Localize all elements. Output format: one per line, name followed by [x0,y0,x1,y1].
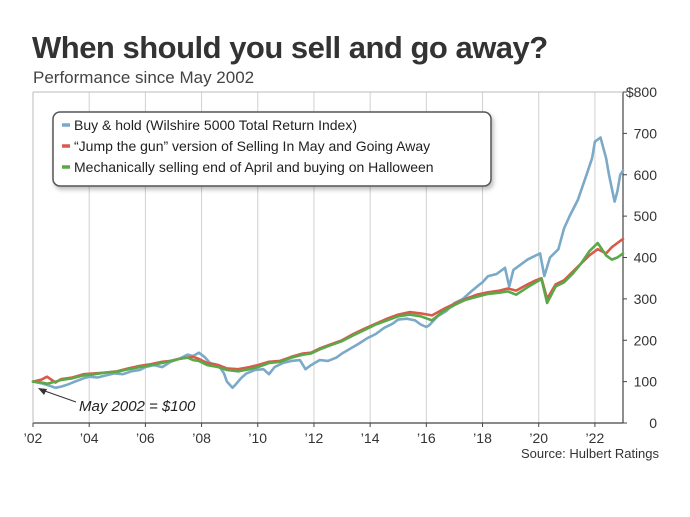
chart-subtitle: Performance since May 2002 [33,68,255,87]
y-tick-label-7: 700 [634,125,658,141]
x-tick-label-0: ’02 [24,430,43,446]
y-tick-label-8: $800 [626,84,657,100]
annotation-text: May 2002 = $100 [79,398,196,415]
chart-title: When should you sell and go away? [32,30,548,65]
x-tick-label-5: ’12 [305,430,324,446]
chart-series-lines [31,136,625,390]
chart-axes [32,91,627,427]
chart-tick-labels: ’02 ’04 ’06 ’08 ’10 ’12 ’14 ’16 ’18 ’20 ’22 0 100 200… [24,84,658,446]
legend-label-2: Mechanically selling end of April and bu… [74,159,434,175]
source-note: Source: Hulbert Ratings [520,446,659,461]
x-tick-label-9: ’20 [529,430,548,446]
y-tick-label-1: 100 [634,374,658,390]
x-tick-label-3: ’08 [192,430,211,446]
legend-label-0: Buy & hold (Wilshire 5000 Total Return I… [74,117,357,133]
x-tick-label-1: ’04 [80,430,99,446]
x-tick-label-7: ’16 [417,430,436,446]
annotation-arrow-head [38,388,47,395]
series-line-2 [31,241,625,385]
legend-label-1: “Jump the gun” version of Selling In May… [74,138,430,154]
y-tick-label-2: 200 [634,332,658,348]
y-tick-label-5: 500 [634,208,658,224]
legend-box [52,111,492,187]
y-tick-label-6: 600 [634,167,658,183]
y-tick-label-3: 300 [634,291,658,307]
y-tick-label-4: 400 [634,250,658,266]
annotation-arrow-line [41,389,77,403]
y-tick-label-0: 0 [649,415,657,431]
x-tick-label-4: ’10 [248,430,267,446]
x-tick-label-10: ’22 [586,430,605,446]
chart-annotation: May 2002 = $100 [38,388,196,415]
x-tick-label-6: ’14 [361,430,380,446]
series-line-0 [31,136,625,390]
x-tick-label-8: ’18 [473,430,492,446]
chart-legend: Buy & hold (Wilshire 5000 Total Return I… [52,111,492,187]
x-tick-label-2: ’06 [136,430,155,446]
